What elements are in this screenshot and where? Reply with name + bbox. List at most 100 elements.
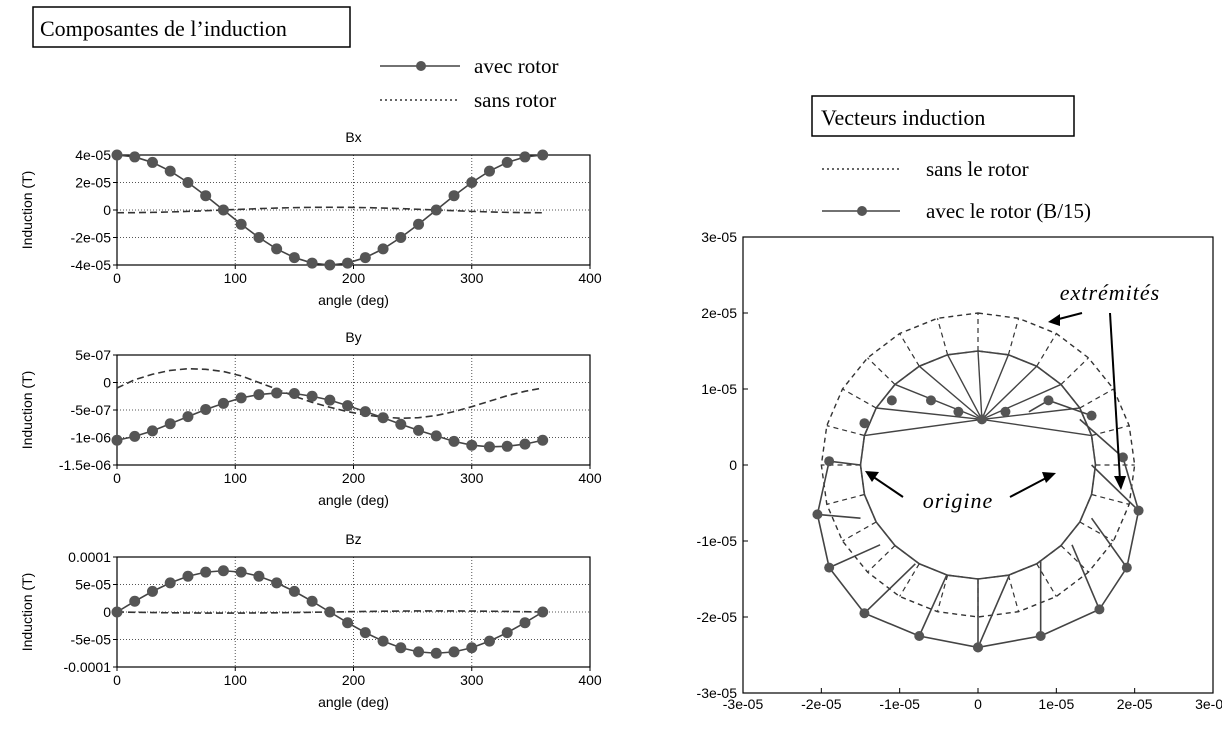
right-title-box	[811, 95, 1075, 137]
vector-avec-rotor	[918, 574, 948, 637]
data-point-avec-rotor	[288, 388, 300, 399]
data-point-avec-rotor	[448, 190, 460, 202]
spoke-avec-rotor	[864, 418, 983, 437]
vector-sans-rotor	[1079, 521, 1114, 542]
data-point-avec-rotor-tip	[1000, 406, 1011, 417]
legend-sans-label: sans rotor	[474, 88, 556, 112]
spoke-avec-rotor	[977, 350, 983, 420]
data-point-avec-rotor	[430, 647, 442, 659]
data-point-avec-rotor	[271, 243, 283, 255]
arrow-extremites-2	[1109, 312, 1121, 481]
y-tick-label: 1e-05	[701, 381, 737, 397]
data-point-avec-rotor	[342, 400, 354, 412]
data-point-avec-rotor	[111, 149, 123, 161]
x-tick-label: 200	[342, 270, 366, 286]
y-tick-label: -2e-05	[71, 230, 112, 246]
data-point-avec-rotor	[217, 397, 229, 409]
data-point-avec-rotor-tip	[886, 395, 897, 406]
y-tick-label: 2e-05	[701, 305, 737, 321]
vector-sans-rotor	[867, 357, 896, 385]
data-point-avec-rotor	[164, 165, 176, 177]
y-tick-label: 5e-07	[75, 347, 111, 363]
data-point-avec-rotor	[466, 642, 478, 654]
x-tick-label: 100	[224, 470, 248, 486]
data-point-avec-rotor-tip	[973, 642, 983, 653]
data-point-avec-rotor	[395, 642, 407, 654]
x-tick-label: 400	[578, 672, 602, 688]
data-point-avec-rotor	[306, 257, 318, 269]
x-tick-label: 300	[460, 672, 484, 688]
data-point-avec-rotor	[200, 190, 212, 202]
data-point-avec-rotor-tip	[1043, 395, 1054, 406]
arrowhead-extremites-2	[1114, 476, 1126, 490]
data-point-avec-rotor	[501, 156, 513, 168]
vector-avec-rotor	[1071, 544, 1101, 610]
data-point-avec-rotor	[448, 646, 460, 658]
data-point-avec-rotor-tip	[976, 414, 987, 425]
chart-vecteurs: 3e-05 2e-05 1e-05 0 -1e-05 -2e-05 -3e-05-3e-05…	[697, 229, 1222, 712]
spoke-avec-rotor	[876, 407, 982, 421]
vector-avec-rotor	[828, 544, 881, 569]
data-point-avec-rotor-tip	[926, 395, 936, 406]
data-point-avec-rotor	[164, 418, 176, 430]
spoke-avec-rotor	[981, 354, 1010, 420]
x-tick-label: 3e-05	[1195, 696, 1222, 712]
legend-avec-le-rotor-label: avec le rotor (B/15)	[926, 199, 1091, 223]
data-point-avec-rotor-tip	[824, 562, 835, 573]
y-tick-label: -5e-05	[71, 632, 112, 648]
data-point-avec-rotor-tip	[1086, 410, 1097, 421]
y-tick-label: -4e-05	[71, 257, 112, 273]
data-point-avec-rotor-tip	[1094, 604, 1105, 615]
y-tick-label: 3e-05	[701, 229, 737, 245]
data-point-avec-rotor	[288, 585, 300, 597]
data-point-avec-rotor	[342, 257, 354, 269]
spoke-avec-rotor	[981, 365, 1038, 420]
data-point-avec-rotor-tip	[953, 406, 964, 417]
y-tick-label: -1.5e-06	[59, 457, 111, 473]
data-point-avec-rotor	[537, 149, 549, 161]
data-point-avec-rotor	[359, 627, 371, 639]
data-point-avec-rotor-tip	[859, 418, 870, 429]
data-point-avec-rotor	[359, 406, 371, 418]
data-point-avec-rotor	[395, 232, 407, 243]
x-axis-label: angle (deg)	[318, 694, 389, 710]
data-point-avec-rotor	[182, 177, 194, 188]
vector-avec-rotor	[817, 513, 861, 519]
y-tick-label: -5e-07	[71, 402, 112, 418]
data-point-avec-rotor	[537, 606, 549, 618]
left-title-box	[32, 6, 351, 48]
data-point-avec-rotor	[483, 441, 495, 453]
x-tick-label: 100	[224, 270, 248, 286]
data-point-avec-rotor	[129, 151, 141, 163]
data-point-avec-rotor	[253, 570, 265, 582]
y-tick-label: -1e-06	[71, 430, 112, 446]
data-point-avec-rotor	[111, 606, 123, 618]
vector-sans-rotor	[1036, 333, 1057, 367]
data-point-avec-rotor	[200, 403, 212, 415]
data-point-avec-rotor	[182, 570, 194, 582]
y-tick-label: -1e-05	[697, 533, 738, 549]
data-point-avec-rotor	[324, 606, 336, 618]
data-point-avec-rotor	[377, 635, 389, 647]
arrowhead-origine-left	[865, 471, 879, 482]
legend-avec-marker	[416, 61, 426, 71]
data-point-avec-rotor	[519, 151, 531, 163]
y-axis-label: Induction (T)	[19, 171, 35, 250]
data-point-avec-rotor	[324, 394, 336, 406]
data-point-avec-rotor	[146, 156, 158, 168]
data-point-avec-rotor	[448, 435, 460, 447]
x-tick-label: 200	[342, 672, 366, 688]
data-point-avec-rotor	[483, 165, 495, 177]
x-tick-label: 0	[113, 470, 121, 486]
y-axis-label: Induction (T)	[19, 371, 35, 450]
y-tick-label: 2e-05	[75, 175, 111, 191]
data-point-avec-rotor	[235, 218, 247, 230]
data-point-avec-rotor	[395, 418, 407, 430]
vector-sans-rotor	[899, 563, 920, 597]
arrowhead-origine-right	[1042, 472, 1056, 483]
data-point-avec-rotor	[413, 424, 425, 436]
spoke-avec-rotor	[946, 354, 983, 420]
vector-sans-rotor	[1091, 493, 1130, 505]
